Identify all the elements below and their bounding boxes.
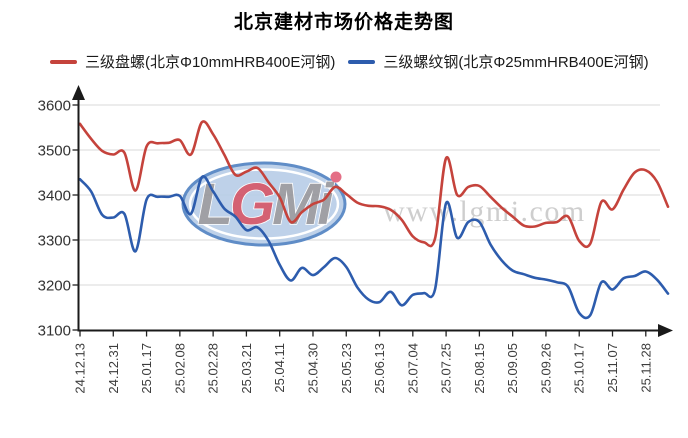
legend-line-swatch-red xyxy=(50,59,77,64)
legend-label-0: 三级盘螺(北京Φ10mmHRB400E河钢) xyxy=(85,54,336,71)
x-axis-label: 25.05.23 xyxy=(339,343,354,394)
axes-layer xyxy=(72,85,673,337)
x-axis-label: 25.10.17 xyxy=(572,343,587,394)
x-axis-label: 25.02.08 xyxy=(172,343,187,394)
watermark-logo: LGMi www.lgmi.com xyxy=(181,161,584,247)
x-axis-label: 25.01.17 xyxy=(139,343,154,394)
chart-title: 北京建材市场价格走势图 xyxy=(233,12,454,33)
x-axis-arrow xyxy=(658,324,673,337)
x-axis-label: 25.11.28 xyxy=(638,343,653,393)
x-axis-label: 25.07.04 xyxy=(405,343,420,394)
y-axis-label: 3500 xyxy=(38,143,71,160)
axis-labels-layer: 3100 3200 3300 3400 3500 3600 24.12.13 24.12.31… xyxy=(38,98,654,394)
x-axis-label: 24.12.31 xyxy=(106,343,121,394)
legend: 三级盘螺(北京Φ10mmHRB400E河钢) 三级螺纹钢(北京Φ25mmHRB4… xyxy=(50,51,649,72)
y-axis-label: 3600 xyxy=(38,98,71,115)
x-axis-label: 25.09.26 xyxy=(538,343,553,394)
x-axis-label: 25.09.05 xyxy=(505,343,520,394)
watermark-ellipse-ring xyxy=(188,168,340,240)
legend-item-0[interactable]: 三级盘螺(北京Φ10mmHRB400E河钢) xyxy=(50,51,335,72)
y-axis-label: 3300 xyxy=(38,233,71,250)
x-axis-label: 25.06.13 xyxy=(372,343,387,394)
y-axis-label: 3100 xyxy=(38,323,71,340)
x-axis-label: 25.07.25 xyxy=(439,343,454,394)
x-axis-label: 25.04.30 xyxy=(305,343,320,394)
y-axis-arrow xyxy=(72,85,85,100)
x-axis-label: 25.08.15 xyxy=(472,343,487,394)
watermark-i-dot xyxy=(330,171,342,183)
x-axis-label: 25.03.21 xyxy=(239,343,254,394)
x-axis-label: 25.04.11 xyxy=(272,343,287,393)
series-line-1 xyxy=(78,175,670,320)
series-line-0 xyxy=(78,120,670,249)
x-axis-label: 24.12.13 xyxy=(73,343,88,394)
legend-line-swatch-blue xyxy=(348,59,376,64)
legend-label-1: 三级螺纹钢(北京Φ25mmHRB400E河钢) xyxy=(383,54,649,71)
y-axis-label: 3400 xyxy=(38,188,71,205)
watermark-logo-letter-l: L xyxy=(198,172,231,237)
series-layer xyxy=(78,120,670,320)
legend-item-1[interactable]: 三级螺纹钢(北京Φ25mmHRB400E河钢) xyxy=(348,51,649,72)
x-axis-label: 25.02.28 xyxy=(206,343,221,394)
y-axis-label: 3200 xyxy=(38,278,71,295)
x-axis-label: 25.11.07 xyxy=(605,343,620,393)
